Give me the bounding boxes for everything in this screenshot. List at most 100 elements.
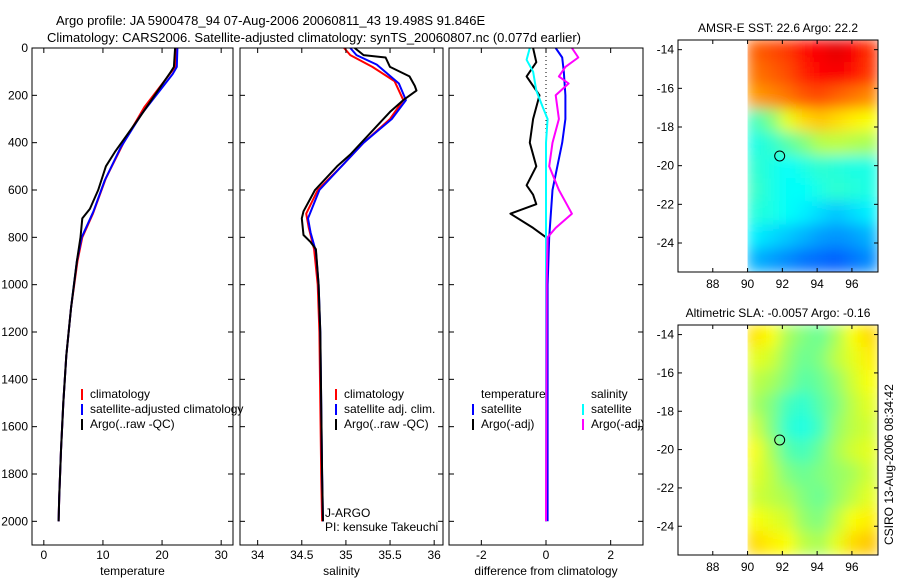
- sst_map-cell: [762, 40, 782, 65]
- sla_map-cell: [811, 508, 831, 533]
- sst_map-cell: [828, 62, 847, 88]
- salinity-xtick-label: 36: [427, 548, 441, 562]
- sst_map-cell: [779, 224, 798, 250]
- salinity-frame: [239, 47, 444, 546]
- sla_map-cell: [860, 370, 879, 395]
- sst_map-xtick-label: 92: [776, 277, 790, 291]
- sla_map-cell: [747, 325, 765, 349]
- sla_map-cell: [828, 393, 847, 418]
- sla_map-cell: [795, 531, 814, 555]
- sla_map-xtick-label: 94: [810, 560, 824, 574]
- sst_map-cell: [828, 201, 847, 227]
- sst_map-cell: [860, 247, 879, 272]
- sst_map-xtick-label: 94: [810, 277, 824, 291]
- sla_map-cell: [828, 531, 847, 555]
- sla_map-cell: [844, 370, 863, 395]
- sla_map-cell: [860, 325, 879, 349]
- temperature-ytick-label: 1800: [1, 467, 28, 481]
- sst_map-cell: [779, 155, 798, 181]
- sst_map-cell: [860, 62, 879, 88]
- temperature-frame: [31, 47, 234, 546]
- sst_map-cell: [747, 247, 765, 272]
- temperature-ytick-label: 1000: [1, 278, 28, 292]
- temperature-legend-label: satellite-adjusted climatology: [90, 402, 243, 416]
- sst_map-cell: [795, 155, 814, 181]
- sla_map-cell: [844, 485, 863, 510]
- figure-title-line-2: Climatology: CARS2006. Satellite-adjuste…: [47, 30, 582, 45]
- difference-xtick-label: -2: [476, 548, 487, 562]
- difference-xtick-label: 0: [543, 548, 550, 562]
- sla_map-panel: Altimetric SLA: -0.0057 Argo: -0.16 88 90 9…: [657, 306, 879, 574]
- sla_map-cell: [828, 416, 847, 441]
- sla_map-cells: [747, 325, 879, 555]
- sst_map-cell: [844, 224, 863, 250]
- sst_map-cell: [828, 155, 847, 181]
- sla_map-ytick-label: -22: [657, 481, 675, 495]
- sst_map-cell: [860, 201, 879, 227]
- sst_map-cell: [779, 40, 798, 65]
- sst_map-cell: [762, 178, 782, 204]
- sla_map-cell: [811, 393, 831, 418]
- difference-legend-label: satellite: [481, 402, 522, 416]
- sst_map-frame: [677, 39, 879, 273]
- sla_map-cell: [795, 325, 814, 349]
- sla_map-cell: [828, 462, 847, 487]
- sla_map-cell: [811, 416, 831, 441]
- sla_map-cell: [811, 531, 831, 555]
- difference-series-salinity-argo-adj: [545, 48, 580, 522]
- sst_map-cell: [747, 178, 765, 204]
- difference-legend-label: satellite: [591, 402, 632, 416]
- sla_map-cell: [779, 347, 798, 372]
- sla_map-cell: [860, 462, 879, 487]
- sla_map-cell: [844, 531, 863, 555]
- salinity-xlabel: salinity: [323, 564, 360, 578]
- sla_map-cell: [747, 370, 765, 395]
- sla_map-cell: [779, 531, 798, 555]
- sst_map-cell: [844, 108, 863, 134]
- sla_map-cell: [860, 485, 879, 510]
- temperature-xtick-label: 0: [40, 548, 47, 562]
- salinity-panel: 34 34.5 35 35.5 36 salinity climatologysatelli…: [239, 47, 444, 578]
- sla_map-cell: [795, 485, 814, 510]
- sst_map-xtick-label: 96: [845, 277, 859, 291]
- sla_map-cell: [762, 485, 782, 510]
- sst_map-cell: [828, 224, 847, 250]
- sst_map-cell: [844, 40, 863, 65]
- sla_map-xtick-label: 96: [845, 560, 859, 574]
- sla_map-cell: [779, 325, 798, 349]
- sst_map-cell: [795, 201, 814, 227]
- sst_map-cell: [811, 85, 831, 111]
- sla_map-cell: [779, 485, 798, 510]
- sst_map-cell: [828, 85, 847, 111]
- temperature-ytick-label: 800: [8, 230, 28, 244]
- salinity-series-group: [300, 48, 418, 522]
- sst_map-cell: [844, 131, 863, 157]
- sst_map-ytick-label: -14: [657, 43, 675, 57]
- sla_map-cell: [795, 347, 814, 372]
- sla_map-cell: [762, 508, 782, 533]
- temperature-ytick-label: 1600: [1, 420, 28, 434]
- sst_map-cell: [860, 40, 879, 65]
- sst_map-cell: [747, 40, 765, 65]
- sst_map-cell: [779, 178, 798, 204]
- sst_map-cell: [762, 85, 782, 111]
- sla_map-cell: [747, 416, 765, 441]
- salinity-series-climatology: [305, 48, 405, 522]
- credit-text: CSIRO 13-Aug-2006 08:34:42: [882, 384, 896, 545]
- sst_map-cell: [844, 247, 863, 272]
- sst_map-cell: [828, 178, 847, 204]
- sla_map-cell: [811, 462, 831, 487]
- salinity-legend-label: satellite adj. clim.: [344, 402, 435, 416]
- sst_map-cell: [747, 85, 765, 111]
- sla_map-cell: [828, 347, 847, 372]
- sla_map-cell: [860, 416, 879, 441]
- sst_map-cell: [795, 40, 814, 65]
- sla_map-float-marker: [774, 434, 786, 446]
- sla_map-cell: [795, 370, 814, 395]
- sst_map-panel: AMSR-E SST: 22.6 Argo: 22.2 88 90 92 94 96 -14…: [657, 21, 879, 291]
- temperature-xtick-label: 30: [214, 548, 228, 562]
- sla_map-cell: [795, 439, 814, 464]
- sla_map-cell: [762, 439, 782, 464]
- sla_map-cell: [795, 416, 814, 441]
